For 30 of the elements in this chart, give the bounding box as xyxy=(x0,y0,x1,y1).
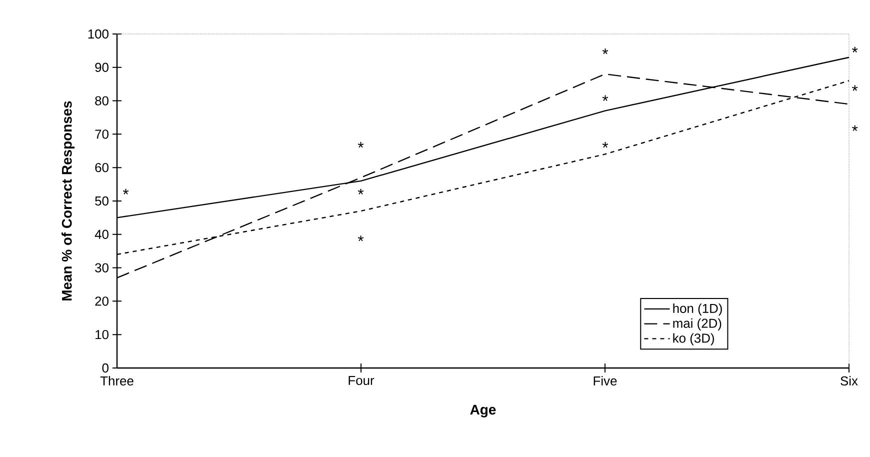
y-tick-label: 40 xyxy=(94,230,108,239)
annotation: * xyxy=(602,95,608,101)
annotation: * xyxy=(358,236,364,242)
y-tick-label: 50 xyxy=(95,196,108,206)
x-tick-label: Four xyxy=(348,376,374,386)
y-tick-label: 30 xyxy=(95,263,108,272)
y-tick-label: 90 xyxy=(95,62,108,72)
y-tick-label: 20 xyxy=(95,296,108,306)
legend-label: ko (3D) xyxy=(673,333,714,346)
legend-label: hon (1D) xyxy=(673,304,722,316)
y-tick-label: 10 xyxy=(96,330,108,340)
x-tick-label: Six xyxy=(840,376,858,386)
x-axis-title: Age xyxy=(470,404,496,418)
annotation: * xyxy=(358,188,364,194)
annotation: * xyxy=(358,142,364,148)
annotation: * xyxy=(602,48,608,54)
legend-label: mai (2D) xyxy=(673,318,722,330)
text: * xyxy=(852,46,858,52)
text: * xyxy=(852,85,858,91)
y-tick-label: 0 xyxy=(102,363,108,373)
y-tick-label: 80 xyxy=(95,96,108,106)
y-tick-label: 60 xyxy=(95,162,108,172)
y-axis-title: Mean % of Correct Responses xyxy=(62,101,75,300)
x-tick-label: Three xyxy=(100,376,134,386)
annotation: * xyxy=(122,188,129,194)
y-tick-label: 70 xyxy=(95,130,108,139)
x-tick-label: Five xyxy=(594,376,617,386)
text: * xyxy=(852,125,858,131)
y-tick-label: 100 xyxy=(88,29,108,39)
annotation: * xyxy=(602,142,608,148)
